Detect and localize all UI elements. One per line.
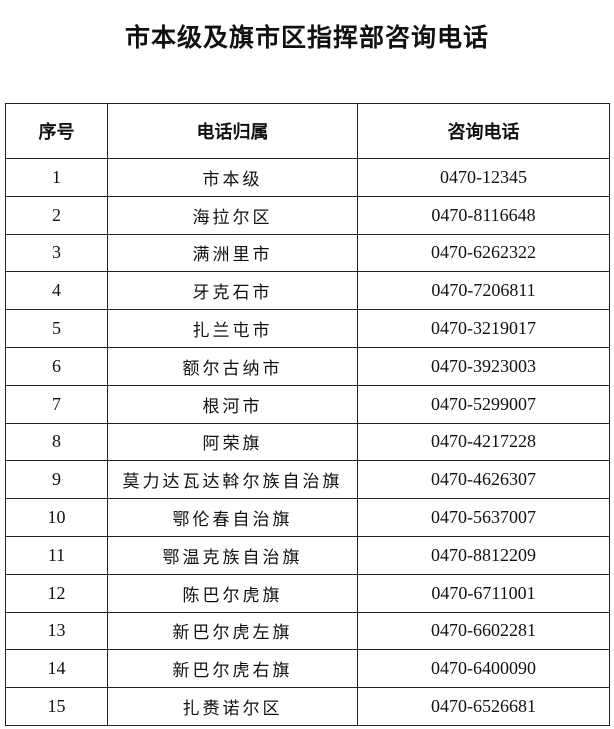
table-row: 2 海拉尔区 0470-8116648	[5, 195, 610, 235]
row-index: 11	[5, 535, 108, 575]
row-phone: 0470-4626307	[357, 460, 610, 500]
row-phone: 0470-6526681	[357, 687, 610, 726]
header-index: 序号	[5, 103, 108, 159]
row-index: 9	[5, 460, 108, 500]
table-row: 7 根河市 0470-5299007	[5, 384, 610, 424]
row-region: 市本级	[107, 158, 358, 197]
row-region: 鄂温克族自治旗	[107, 535, 358, 575]
row-index: 2	[5, 195, 108, 235]
row-index: 8	[5, 422, 108, 462]
row-region: 根河市	[107, 384, 358, 424]
row-phone: 0470-6602281	[357, 611, 610, 651]
page-title: 市本级及旗市区指挥部咨询电话	[124, 23, 489, 52]
row-phone: 0470-3219017	[357, 309, 610, 348]
row-region: 海拉尔区	[107, 195, 358, 235]
row-index: 14	[5, 649, 108, 689]
row-phone: 0470-12345	[357, 158, 610, 197]
row-index: 12	[5, 573, 108, 613]
table-row: 4 牙克石市 0470-7206811	[5, 271, 610, 311]
row-phone: 0470-8116648	[357, 195, 610, 235]
table-row: 6 额尔古纳市 0470-3923003	[5, 346, 610, 386]
table-row: 5 扎兰屯市 0470-3219017	[5, 309, 610, 348]
row-phone: 0470-3923003	[357, 346, 610, 386]
row-region: 阿荣旗	[107, 422, 358, 462]
table-row: 13 新巴尔虎左旗 0470-6602281	[5, 611, 610, 651]
row-phone: 0470-6262322	[357, 233, 610, 273]
header-region: 电话归属	[107, 103, 358, 159]
table-row: 14 新巴尔虎右旗 0470-6400090	[5, 649, 610, 689]
row-phone: 0470-5637007	[357, 498, 610, 537]
table-row: 3 满洲里市 0470-6262322	[5, 233, 610, 273]
row-phone: 0470-8812209	[357, 535, 610, 575]
table-row: 15 扎赉诺尔区 0470-6526681	[5, 687, 610, 726]
row-index: 5	[5, 309, 108, 348]
row-region: 额尔古纳市	[107, 346, 358, 386]
table-header-row: 序号 电话归属 咨询电话	[5, 103, 610, 159]
row-phone: 0470-4217228	[357, 422, 610, 462]
row-index: 4	[5, 271, 108, 311]
row-region: 新巴尔虎右旗	[107, 649, 358, 689]
row-index: 15	[5, 687, 108, 726]
row-region: 牙克石市	[107, 271, 358, 311]
row-index: 7	[5, 384, 108, 424]
row-phone: 0470-6400090	[357, 649, 610, 689]
row-region: 鄂伦春自治旗	[107, 498, 358, 537]
row-region: 扎赉诺尔区	[107, 687, 358, 726]
header-phone: 咨询电话	[357, 103, 610, 159]
row-index: 1	[5, 158, 108, 197]
table-row: 8 阿荣旗 0470-4217228	[5, 422, 610, 462]
phone-table: 序号 电话归属 咨询电话 1 市本级 0470-12345 2 海拉尔区 0470-811…	[5, 103, 610, 726]
row-region: 陈巴尔虎旗	[107, 573, 358, 613]
row-region: 满洲里市	[107, 233, 358, 273]
row-phone: 0470-5299007	[357, 384, 610, 424]
row-index: 3	[5, 233, 108, 273]
row-index: 13	[5, 611, 108, 651]
row-region: 扎兰屯市	[107, 309, 358, 348]
row-region: 莫力达瓦达斡尔族自治旗	[107, 460, 358, 500]
table-row: 10 鄂伦春自治旗 0470-5637007	[5, 498, 610, 537]
table-row: 1 市本级 0470-12345	[5, 158, 610, 197]
table-row: 11 鄂温克族自治旗 0470-8812209	[5, 535, 610, 575]
table-row: 12 陈巴尔虎旗 0470-6711001	[5, 573, 610, 613]
row-index: 10	[5, 498, 108, 537]
row-index: 6	[5, 346, 108, 386]
row-phone: 0470-6711001	[357, 573, 610, 613]
row-phone: 0470-7206811	[357, 271, 610, 311]
row-region: 新巴尔虎左旗	[107, 611, 358, 651]
table-row: 9 莫力达瓦达斡尔族自治旗 0470-4626307	[5, 460, 610, 500]
